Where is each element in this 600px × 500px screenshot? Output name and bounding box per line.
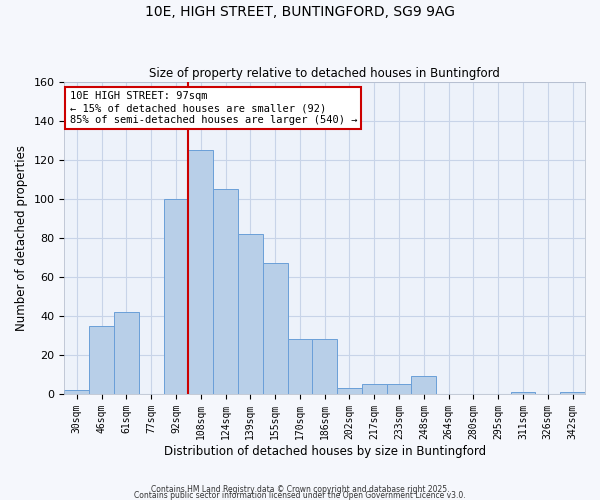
Bar xyxy=(64,390,89,394)
Bar xyxy=(89,326,114,394)
Text: 10E, HIGH STREET, BUNTINGFORD, SG9 9AG: 10E, HIGH STREET, BUNTINGFORD, SG9 9AG xyxy=(145,5,455,19)
Bar xyxy=(386,384,412,394)
Y-axis label: Number of detached properties: Number of detached properties xyxy=(15,145,28,331)
Bar xyxy=(362,384,386,394)
Bar xyxy=(511,392,535,394)
X-axis label: Distribution of detached houses by size in Buntingford: Distribution of detached houses by size … xyxy=(164,444,486,458)
Bar xyxy=(188,150,213,394)
Bar xyxy=(213,190,238,394)
Bar xyxy=(337,388,362,394)
Bar xyxy=(287,340,313,394)
Text: Contains public sector information licensed under the Open Government Licence v3: Contains public sector information licen… xyxy=(134,490,466,500)
Text: Contains HM Land Registry data © Crown copyright and database right 2025.: Contains HM Land Registry data © Crown c… xyxy=(151,484,449,494)
Bar xyxy=(238,234,263,394)
Bar xyxy=(412,376,436,394)
Text: 10E HIGH STREET: 97sqm
← 15% of detached houses are smaller (92)
85% of semi-det: 10E HIGH STREET: 97sqm ← 15% of detached… xyxy=(70,92,357,124)
Bar xyxy=(560,392,585,394)
Bar xyxy=(164,199,188,394)
Title: Size of property relative to detached houses in Buntingford: Size of property relative to detached ho… xyxy=(149,66,500,80)
Bar xyxy=(263,264,287,394)
Bar xyxy=(114,312,139,394)
Bar xyxy=(313,340,337,394)
